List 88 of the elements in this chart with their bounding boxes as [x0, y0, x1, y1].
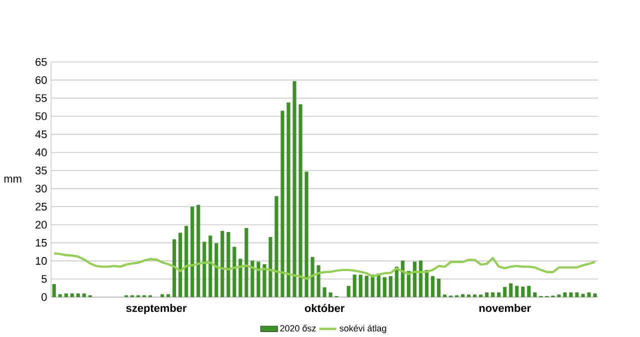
- bar: [280, 110, 284, 298]
- y-tick-label: 40: [35, 148, 47, 156]
- bar: [172, 239, 176, 298]
- bar: [346, 286, 350, 298]
- bar: [250, 260, 254, 298]
- bar: [382, 277, 386, 298]
- y-tick-label: 55: [35, 94, 47, 102]
- bar: [226, 232, 230, 298]
- bar: [310, 256, 314, 298]
- y-tick-label: 60: [36, 76, 47, 84]
- bar: [244, 228, 248, 298]
- y-tick-label: 5: [42, 275, 47, 283]
- bar: [214, 243, 218, 298]
- bar: [316, 265, 320, 298]
- y-tick-label: 20: [36, 220, 47, 229]
- bar: [328, 292, 332, 298]
- bar: [76, 293, 80, 298]
- bar: [58, 294, 62, 298]
- bar: [364, 276, 368, 298]
- bar: [268, 237, 272, 298]
- bar: [557, 294, 561, 298]
- y-tick-label: 65: [36, 58, 47, 66]
- bar: [515, 286, 519, 298]
- bar: [485, 292, 489, 298]
- bar: [262, 264, 266, 298]
- bar: [178, 232, 182, 298]
- bar: [503, 286, 507, 298]
- bar: [418, 260, 422, 298]
- bar: [593, 293, 597, 298]
- bar: [82, 293, 86, 298]
- bar: [466, 294, 471, 298]
- bar: [563, 292, 567, 298]
- bar: [292, 81, 296, 298]
- bar: [202, 242, 206, 298]
- bar: [460, 294, 465, 298]
- x-tick-label: október: [304, 304, 344, 312]
- y-axis-title: mm: [4, 176, 22, 182]
- bar: [479, 294, 483, 298]
- bar: [352, 274, 356, 298]
- y-tick-label: 25: [36, 202, 47, 211]
- bar: [220, 230, 224, 298]
- legend-label: 2020 ősz: [280, 324, 316, 332]
- bar: [322, 287, 326, 298]
- bar: [436, 278, 441, 298]
- bar: [388, 276, 392, 298]
- y-tick-label: 35: [35, 166, 47, 174]
- bar: [394, 266, 398, 298]
- y-tick-label: 15: [36, 239, 47, 247]
- bar: [70, 293, 74, 298]
- bar: [232, 246, 236, 298]
- bar: [304, 172, 308, 298]
- bar: [208, 236, 212, 298]
- bar: [256, 262, 260, 298]
- bar: [412, 262, 416, 298]
- y-tick-label: 0: [42, 293, 47, 301]
- bar: [473, 294, 477, 298]
- bar: [430, 276, 435, 298]
- bar: [184, 226, 188, 298]
- y-tick-label: 45: [35, 130, 47, 138]
- y-tick-label: 10: [36, 257, 47, 265]
- bar: [569, 292, 573, 298]
- bar: [196, 204, 200, 298]
- bar: [587, 292, 591, 298]
- bar: [166, 294, 170, 298]
- bar: [160, 294, 164, 298]
- bar: [527, 286, 531, 298]
- bar: [64, 293, 68, 298]
- bar: [533, 292, 537, 298]
- x-tick-label: november: [479, 304, 531, 312]
- bar: [190, 206, 194, 298]
- bar: [358, 274, 362, 298]
- bar: [575, 292, 579, 298]
- legend-label: sokévi átlag: [340, 324, 386, 334]
- bar: [581, 294, 585, 298]
- bar: [442, 294, 447, 298]
- bar: [298, 104, 302, 298]
- y-tick-label: 30: [35, 184, 47, 192]
- bar: [274, 196, 278, 298]
- bar: [400, 260, 404, 298]
- bar: [521, 286, 525, 298]
- bar: [286, 102, 290, 298]
- bar: [491, 292, 495, 298]
- bar: [52, 284, 56, 298]
- x-tick-label: szeptember: [126, 304, 187, 314]
- bar: [497, 292, 501, 298]
- bar: [509, 283, 513, 298]
- bar: [238, 258, 242, 298]
- y-tick-label: 50: [35, 112, 47, 120]
